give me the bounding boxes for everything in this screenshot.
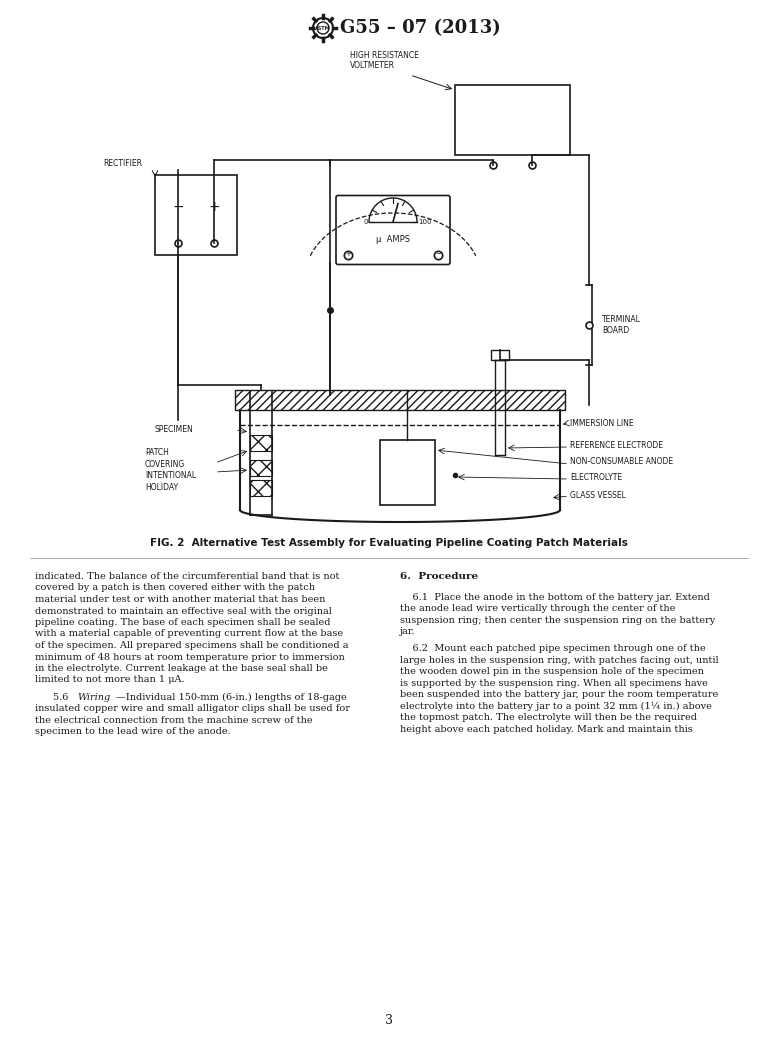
Text: 6.  Procedure: 6. Procedure bbox=[400, 572, 478, 581]
Text: GLASS VESSEL: GLASS VESSEL bbox=[570, 490, 626, 500]
Text: 100: 100 bbox=[418, 219, 432, 225]
Text: SPECIMEN: SPECIMEN bbox=[155, 426, 194, 434]
Text: TERMINAL
BOARD: TERMINAL BOARD bbox=[602, 315, 641, 335]
Text: 6.1  Place the anode in the bottom of the battery jar. Extend: 6.1 Place the anode in the bottom of the… bbox=[400, 592, 710, 602]
Text: +: + bbox=[345, 252, 351, 257]
Text: the electrical connection from the machine screw of the: the electrical connection from the machi… bbox=[35, 716, 313, 725]
Text: covered by a patch is then covered either with the patch: covered by a patch is then covered eithe… bbox=[35, 584, 315, 592]
Text: specimen to the lead wire of the anode.: specimen to the lead wire of the anode. bbox=[35, 728, 231, 736]
Text: −: − bbox=[435, 252, 441, 257]
Text: demonstrated to maintain an effective seal with the original: demonstrated to maintain an effective se… bbox=[35, 607, 332, 615]
Text: electrolyte into the battery jar to a point 32 mm (1¼ in.) above: electrolyte into the battery jar to a po… bbox=[400, 702, 712, 711]
Bar bbox=[235, 390, 565, 410]
Text: minimum of 48 hours at room temperature prior to immersion: minimum of 48 hours at room temperature … bbox=[35, 653, 345, 661]
Text: 3: 3 bbox=[385, 1015, 393, 1027]
Text: REFERENCE ELECTRODE: REFERENCE ELECTRODE bbox=[570, 440, 663, 450]
Text: 6.2  Mount each patched pipe specimen through one of the: 6.2 Mount each patched pipe specimen thr… bbox=[400, 644, 706, 654]
Text: 0: 0 bbox=[363, 219, 368, 225]
Text: jar.: jar. bbox=[400, 627, 415, 636]
Text: limited to not more than 1 μA.: limited to not more than 1 μA. bbox=[35, 676, 184, 685]
Text: ASTM: ASTM bbox=[315, 25, 331, 30]
Text: RECTIFIER: RECTIFIER bbox=[103, 159, 142, 168]
Text: been suspended into the battery jar, pour the room temperature: been suspended into the battery jar, pou… bbox=[400, 690, 718, 700]
Bar bbox=[455, 85, 570, 155]
Text: is supported by the suspension ring. When all specimens have: is supported by the suspension ring. Whe… bbox=[400, 679, 708, 688]
Text: 5.6: 5.6 bbox=[53, 692, 75, 702]
Bar bbox=[250, 480, 272, 496]
Text: μ  AMPS: μ AMPS bbox=[376, 235, 410, 245]
Text: +: + bbox=[209, 200, 220, 214]
Bar bbox=[380, 440, 435, 505]
Text: IMMERSION LINE: IMMERSION LINE bbox=[570, 418, 633, 428]
Text: HIGH RESISTANCE
VOLTMETER: HIGH RESISTANCE VOLTMETER bbox=[350, 51, 419, 70]
Text: −: − bbox=[172, 200, 184, 214]
Text: ELECTROLYTE: ELECTROLYTE bbox=[570, 474, 622, 482]
Text: height above each patched holiday. Mark and maintain this: height above each patched holiday. Mark … bbox=[400, 725, 692, 734]
Text: with a material capable of preventing current flow at the base: with a material capable of preventing cu… bbox=[35, 630, 343, 638]
Text: the wooden dowel pin in the suspension hole of the specimen: the wooden dowel pin in the suspension h… bbox=[400, 667, 704, 677]
Text: —Individual 150-mm (6-in.) lengths of 18-gage: —Individual 150-mm (6-in.) lengths of 18… bbox=[116, 692, 347, 702]
Text: insulated copper wire and small alligator clips shall be used for: insulated copper wire and small alligato… bbox=[35, 705, 350, 713]
Bar bbox=[155, 175, 237, 255]
Text: in the electrolyte. Current leakage at the base seal shall be: in the electrolyte. Current leakage at t… bbox=[35, 664, 328, 672]
Text: PATCH
COVERING
INTENTIONAL
HOLIDAY: PATCH COVERING INTENTIONAL HOLIDAY bbox=[145, 448, 196, 492]
Text: material under test or with another material that has been: material under test or with another mate… bbox=[35, 595, 325, 604]
Text: Wiring: Wiring bbox=[77, 692, 110, 702]
FancyBboxPatch shape bbox=[336, 196, 450, 264]
Text: indicated. The balance of the circumferential band that is not: indicated. The balance of the circumfere… bbox=[35, 572, 339, 581]
Text: NON-CONSUMABLE ANODE: NON-CONSUMABLE ANODE bbox=[570, 457, 673, 466]
Text: FIG. 2  Alternative Test Assembly for Evaluating Pipeline Coating Patch Material: FIG. 2 Alternative Test Assembly for Eva… bbox=[150, 538, 628, 548]
Bar bbox=[250, 460, 272, 476]
Text: pipeline coating. The base of each specimen shall be sealed: pipeline coating. The base of each speci… bbox=[35, 618, 331, 627]
Text: the anode lead wire vertically through the center of the: the anode lead wire vertically through t… bbox=[400, 604, 675, 613]
Text: the topmost patch. The electrolyte will then be the required: the topmost patch. The electrolyte will … bbox=[400, 713, 697, 722]
Text: G55 – 07 (2013): G55 – 07 (2013) bbox=[340, 19, 501, 37]
Bar bbox=[250, 435, 272, 451]
Bar bbox=[491, 350, 509, 360]
Text: suspension ring; then center the suspension ring on the battery: suspension ring; then center the suspens… bbox=[400, 615, 715, 625]
Text: of the specimen. All prepared specimens shall be conditioned a: of the specimen. All prepared specimens … bbox=[35, 641, 349, 650]
Text: large holes in the suspension ring, with patches facing out, until: large holes in the suspension ring, with… bbox=[400, 656, 719, 665]
